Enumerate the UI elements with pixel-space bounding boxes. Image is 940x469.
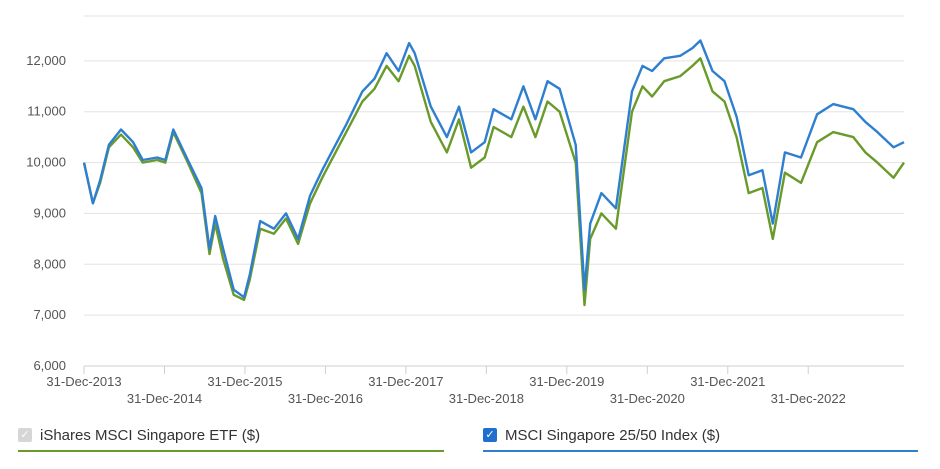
y-tick-label: 8,000	[33, 256, 66, 271]
x-tick-label: 31-Dec-2021	[690, 374, 765, 389]
x-tick-label: 31-Dec-2013	[46, 374, 121, 389]
x-tick-label: 31-Dec-2016	[288, 391, 363, 406]
legend-underline	[483, 450, 918, 452]
legend-label: iShares MSCI Singapore ETF ($)	[40, 426, 261, 444]
legend-item-msci-index[interactable]: ✓ MSCI Singapore 25/50 Index ($)	[483, 420, 918, 452]
y-axis-ticks: 6,000 7,000 8,000 9,000 10,000 11,000 12,000	[26, 53, 66, 373]
y-tick-label: 10,000	[26, 155, 66, 170]
y-tick-label: 6,000	[33, 358, 66, 373]
y-tick-label: 7,000	[33, 307, 66, 322]
x-tick-label: 31-Dec-2014	[127, 391, 202, 406]
line-chart: 6,000 7,000 8,000 9,000 10,000 11,000 12,000 3…	[26, 15, 905, 406]
x-tick-label: 31-Dec-2015	[207, 374, 282, 389]
checkbox-icon[interactable]: ✓	[18, 428, 32, 442]
series-line-msci-index	[82, 39, 905, 299]
legend-underline	[18, 450, 444, 452]
x-tick-label: 31-Dec-2017	[368, 374, 443, 389]
x-tick-label: 31-Dec-2020	[610, 391, 685, 406]
x-tick-label: 31-Dec-2018	[449, 391, 524, 406]
x-tick-label: 31-Dec-2022	[771, 391, 846, 406]
y-tick-label: 12,000	[26, 53, 66, 68]
checkbox-icon[interactable]: ✓	[483, 428, 497, 442]
legend-item-ishares-etf[interactable]: ✓ iShares MSCI Singapore ETF ($)	[18, 420, 444, 452]
y-tick-label: 11,000	[27, 104, 66, 119]
x-axis-ticks: 31-Dec-2013 31-Dec-2014 31-Dec-2015 31-Dec-…	[46, 366, 846, 406]
x-tick-label: 31-Dec-2019	[529, 374, 604, 389]
legend-label: MSCI Singapore 25/50 Index ($)	[505, 426, 721, 444]
series-lines	[82, 39, 905, 307]
y-tick-label: 9,000	[33, 205, 66, 220]
